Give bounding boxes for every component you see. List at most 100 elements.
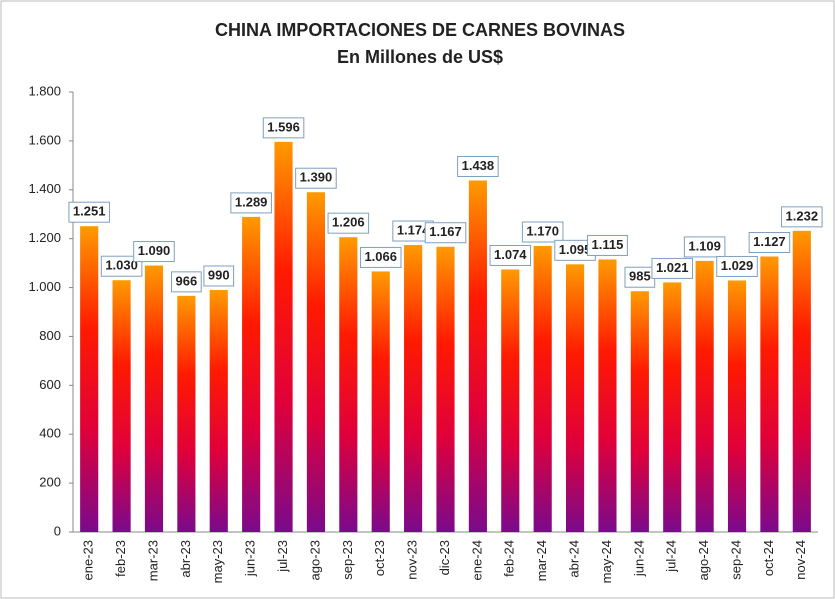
value-label-text: 1.167 <box>429 224 462 239</box>
value-label-text: 1.109 <box>688 238 721 253</box>
value-label-box <box>424 222 467 244</box>
value-label-text: 1.390 <box>300 170 333 185</box>
bar <box>663 282 682 532</box>
value-label-box <box>521 221 564 243</box>
value-label: 1.095 <box>554 239 596 261</box>
value-label-box <box>587 234 628 256</box>
y-tick-label: 1.800 <box>28 83 61 98</box>
y-tick-label: 0 <box>54 523 61 538</box>
x-tick-label: ene-24 <box>469 540 484 580</box>
value-label-box <box>230 192 272 214</box>
x-tick-label: abr-24 <box>567 540 582 578</box>
x-tick-label: nov-23 <box>405 540 420 580</box>
x-tick-label: abr-23 <box>178 540 193 578</box>
value-label: 1.232 <box>781 206 823 228</box>
x-tick-label: may-23 <box>210 540 225 583</box>
value-label-box <box>359 246 402 268</box>
bar <box>404 245 423 532</box>
bar <box>436 246 455 532</box>
y-tick-label: 1.400 <box>28 181 61 196</box>
value-label-text: 1.127 <box>753 234 786 249</box>
value-label: 1.438 <box>457 155 499 177</box>
value-label: 1.596 <box>262 117 305 139</box>
x-tick-label: dic-23 <box>437 540 452 575</box>
bar <box>468 180 487 532</box>
bar <box>209 290 228 532</box>
bar <box>792 230 811 532</box>
x-tick-label: sep-23 <box>340 540 355 580</box>
chart-title: CHINA IMPORTACIONES DE CARNES BOVINAS <box>215 20 625 40</box>
value-label: 1.289 <box>230 192 272 214</box>
value-label: 1.021 <box>651 257 694 279</box>
bar <box>760 256 779 532</box>
x-tick-label: jul-23 <box>275 540 290 573</box>
y-tick-label: 1.600 <box>28 132 61 147</box>
value-label-box <box>262 117 305 139</box>
value-label-text: 1.095 <box>559 242 592 257</box>
bar <box>371 271 390 532</box>
bar <box>80 226 99 532</box>
bar <box>339 237 358 532</box>
x-tick-label: nov-24 <box>793 540 808 580</box>
bar <box>598 259 617 532</box>
value-label: 1.066 <box>359 246 402 268</box>
value-label: 985 <box>624 266 656 288</box>
bar <box>565 264 585 532</box>
value-label-text: 1.251 <box>73 204 106 219</box>
value-label-text: 1.030 <box>105 258 138 273</box>
bar <box>144 265 164 532</box>
value-label: 1.251 <box>68 201 110 223</box>
bar <box>177 295 196 532</box>
value-label: 1.029 <box>716 255 758 277</box>
value-label: 1.115 <box>587 234 628 256</box>
value-label-box <box>327 212 370 234</box>
value-label-text: 1.074 <box>494 247 527 262</box>
value-label-box <box>171 271 202 293</box>
x-tick-label: oct-23 <box>372 540 387 576</box>
value-label-text: 966 <box>176 273 198 288</box>
value-label: 1.170 <box>521 221 564 243</box>
x-tick-label: mar-24 <box>534 540 549 581</box>
bar <box>242 216 261 532</box>
x-tick-label: jun-23 <box>243 540 258 577</box>
value-label-text: 1.021 <box>656 260 689 275</box>
bar <box>630 291 649 532</box>
value-label: 990 <box>203 265 235 287</box>
value-label-text: 1.115 <box>592 237 624 252</box>
value-label-box <box>203 265 235 287</box>
x-tick-label: jun-24 <box>631 540 646 577</box>
y-tick-label: 200 <box>39 475 61 490</box>
value-label-text: 1.596 <box>267 119 300 134</box>
value-label: 1.390 <box>295 167 337 189</box>
x-tick-label: ene-23 <box>81 540 96 580</box>
y-tick-label: 600 <box>39 377 61 392</box>
value-label: 1.030 <box>100 255 143 277</box>
value-label: 966 <box>171 271 202 293</box>
value-label-box <box>781 206 823 228</box>
bar <box>306 192 326 532</box>
x-tick-label: sep-24 <box>728 540 743 580</box>
value-label: 1.206 <box>327 212 370 234</box>
value-label: 1.109 <box>683 236 726 258</box>
value-label-box <box>489 244 532 266</box>
x-tick-label: may-24 <box>599 540 614 583</box>
value-label-box <box>748 232 791 254</box>
value-label-box <box>683 236 726 258</box>
y-tick-label: 1.200 <box>28 230 61 245</box>
y-tick-label: 400 <box>39 426 61 441</box>
chart-subtitle: En Millones de US$ <box>337 47 503 67</box>
x-tick-label: feb-24 <box>502 540 517 577</box>
value-label: 1.074 <box>489 244 532 266</box>
value-label: 1.127 <box>748 232 791 254</box>
x-tick-label: oct-24 <box>761 540 776 576</box>
value-label-text: 1.438 <box>462 158 495 173</box>
bar <box>695 260 714 532</box>
value-label-text: 1.174 <box>397 222 430 237</box>
bar <box>112 280 131 532</box>
value-label-box <box>457 155 499 177</box>
x-tick-label: mar-23 <box>145 540 160 581</box>
value-label: 1.167 <box>424 222 467 244</box>
value-label-box <box>68 201 110 223</box>
